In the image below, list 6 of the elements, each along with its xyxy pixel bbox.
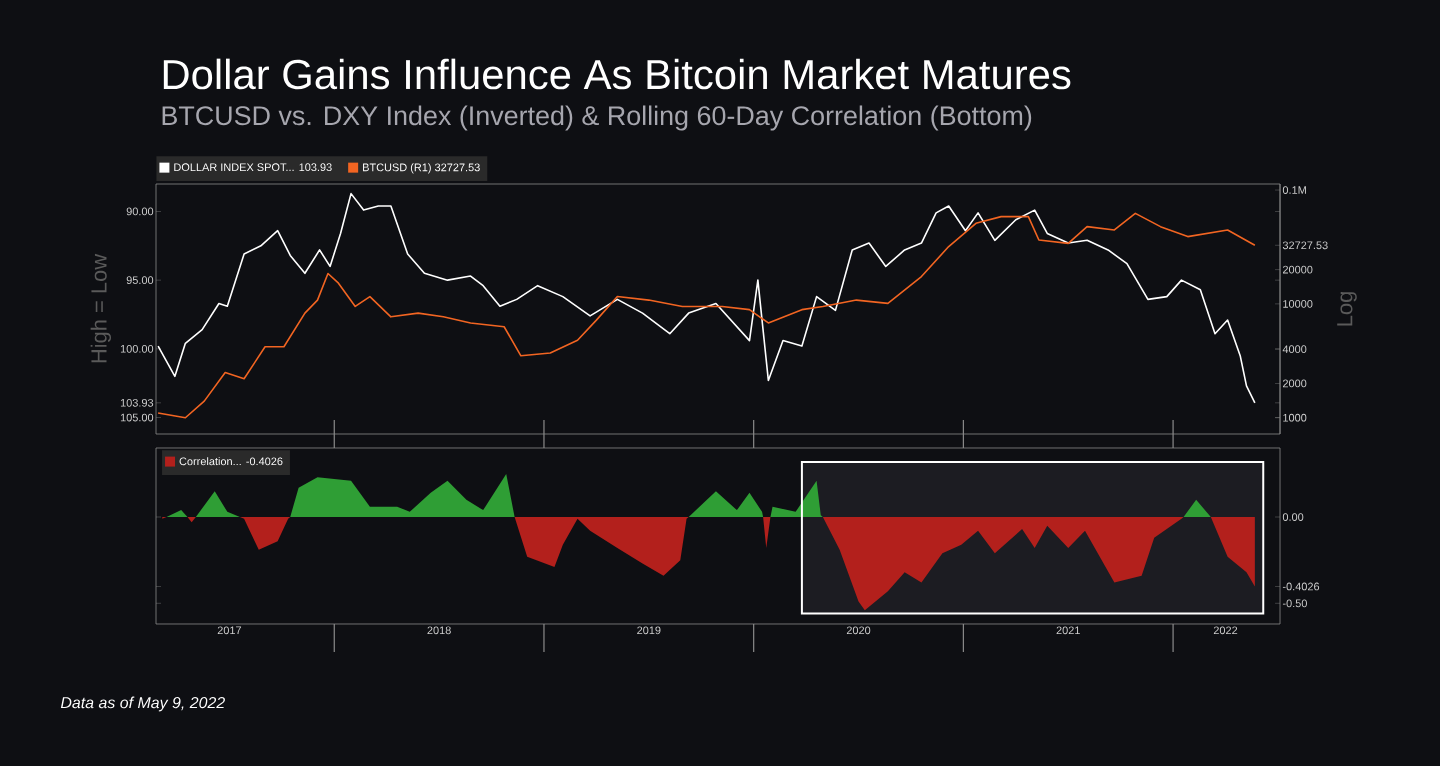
y2-axis-title: Log bbox=[1337, 292, 1357, 326]
y-axis-title: High = Low bbox=[90, 253, 112, 363]
chart-subtitle: BTCUSD vs. DXY Index (Inverted) & Rolling 60-Day Correlation (Bottom) bbox=[162, 105, 1032, 131]
line-series bbox=[157, 192, 1256, 404]
chart-title: Dollar Gains Influence As Bitcoin Market Matures bbox=[163, 58, 1071, 90]
line-series bbox=[157, 212, 1256, 419]
